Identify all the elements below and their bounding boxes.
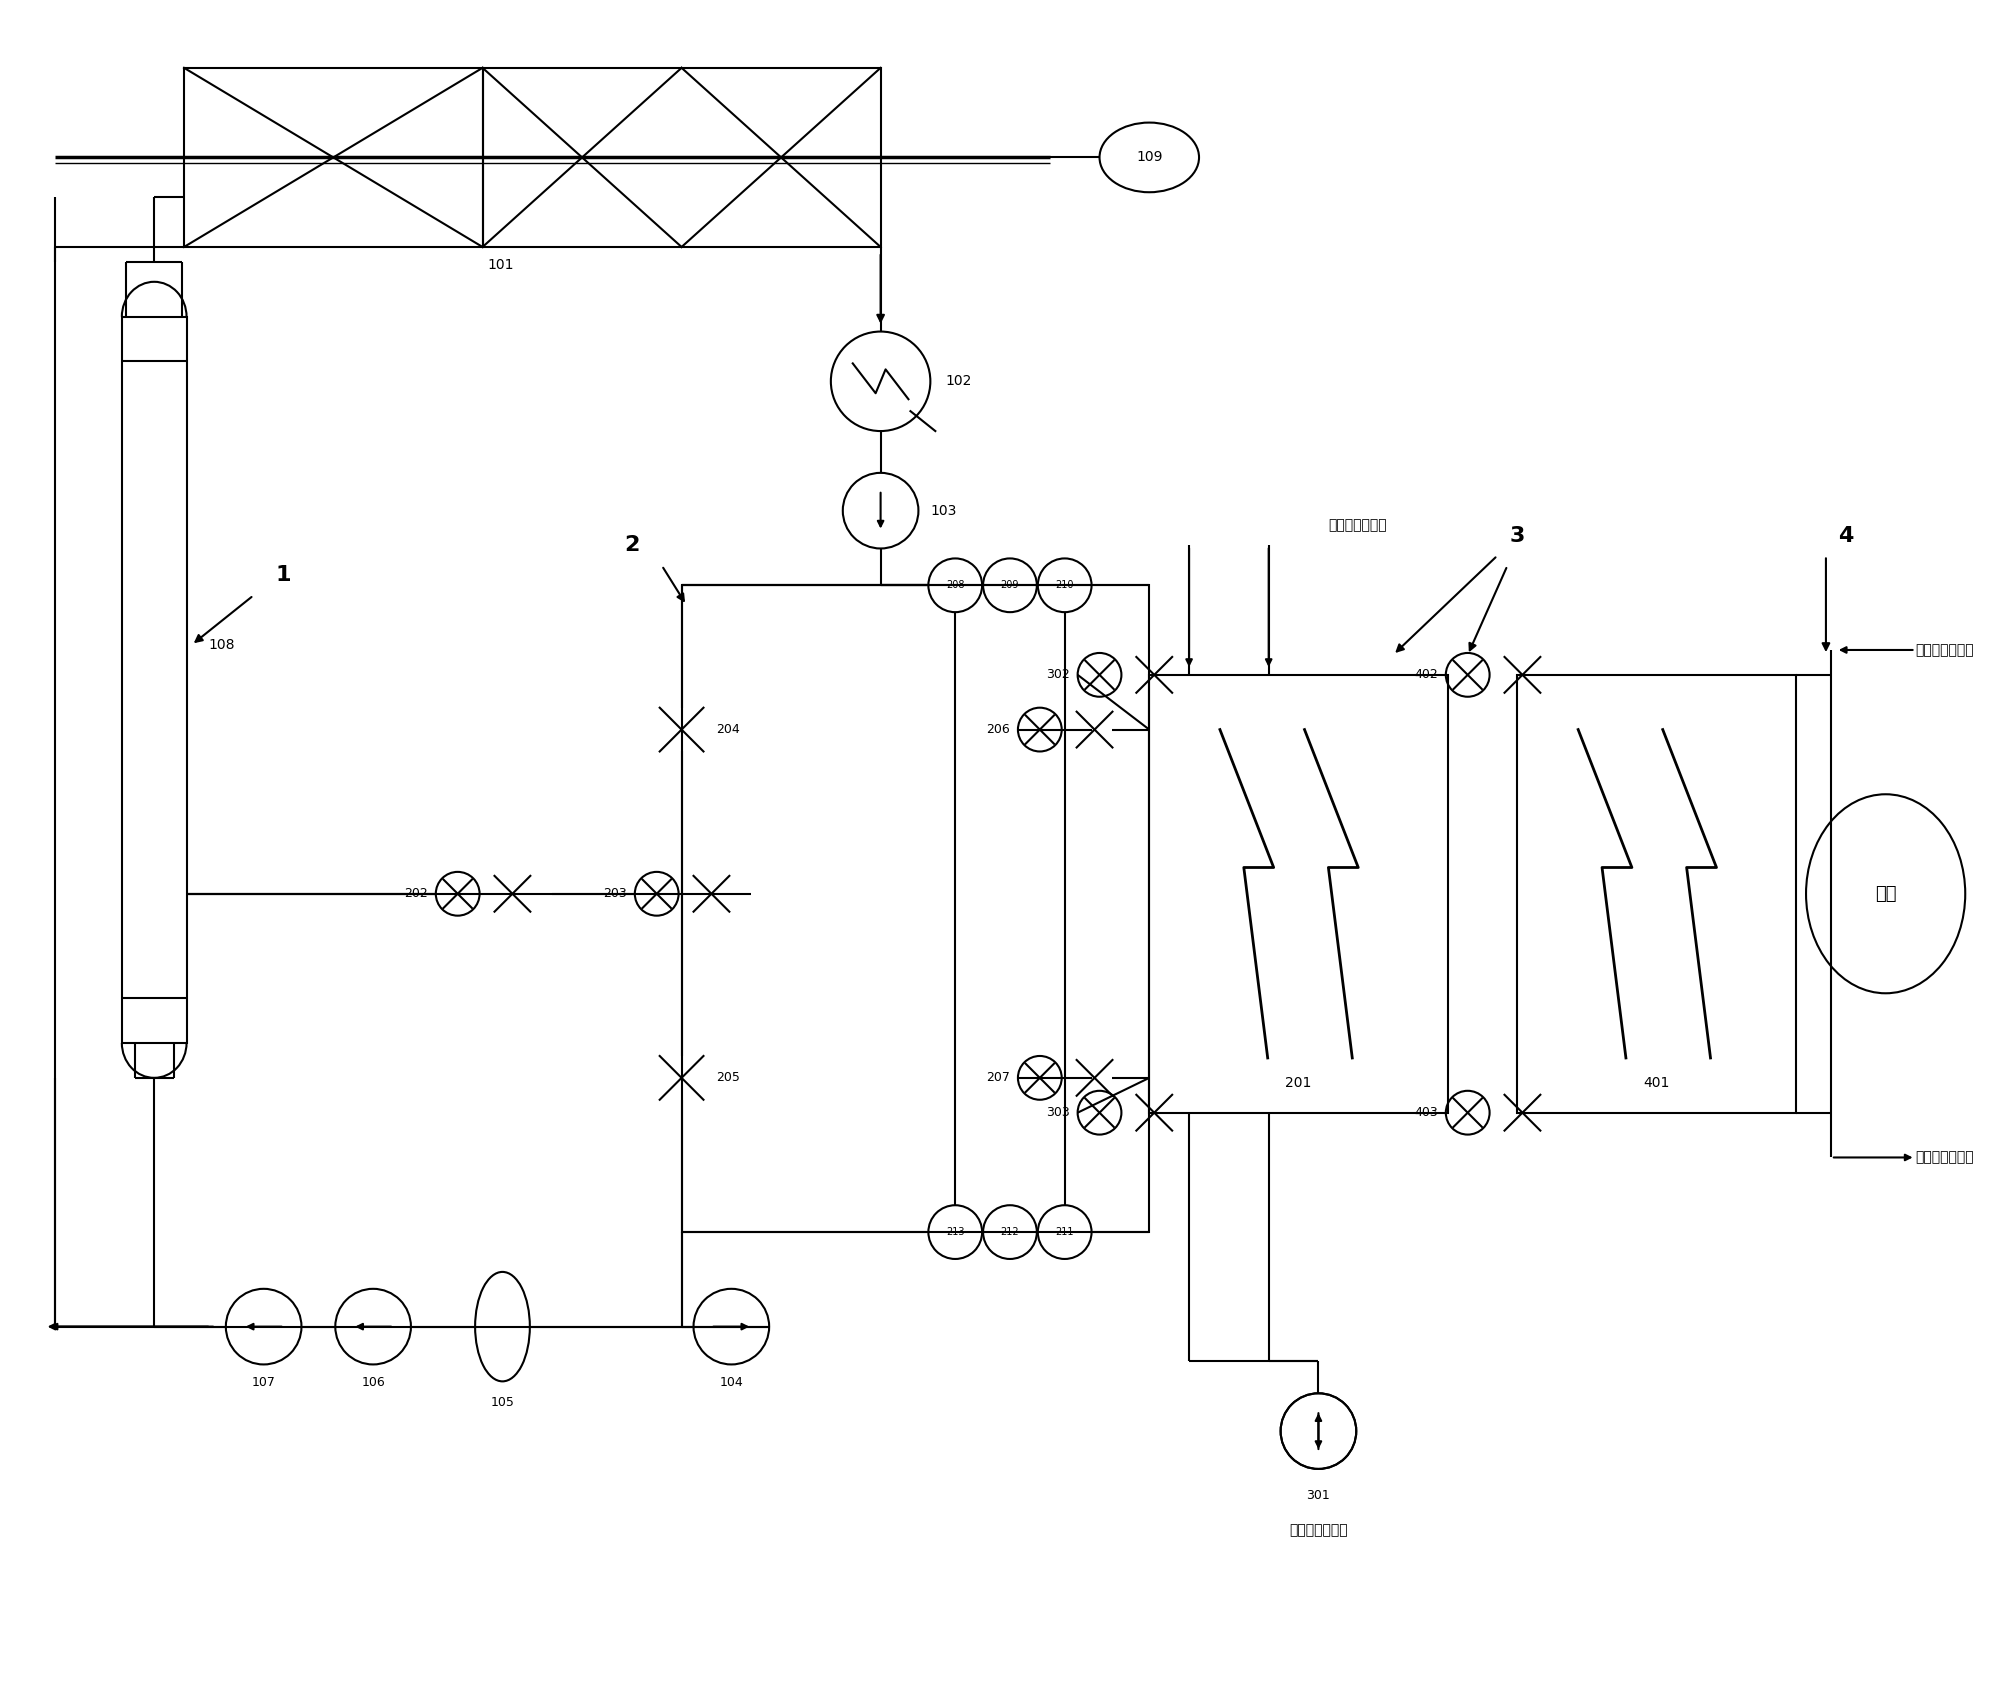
Text: 105: 105 (490, 1396, 514, 1409)
Text: 109: 109 (1136, 151, 1162, 164)
Text: 108: 108 (209, 639, 235, 652)
Text: 乏燃料水池回水: 乏燃料水池回水 (1329, 518, 1387, 532)
Text: 209: 209 (1001, 581, 1020, 590)
Text: 208: 208 (945, 581, 965, 590)
Text: 1: 1 (275, 566, 291, 586)
Text: 2: 2 (624, 535, 640, 556)
Text: 303: 303 (1046, 1106, 1070, 1120)
Text: 212: 212 (1001, 1226, 1020, 1237)
Text: 202: 202 (403, 888, 427, 900)
Text: 设备冷却水回水: 设备冷却水回水 (1915, 1150, 1975, 1164)
Text: 107: 107 (251, 1377, 275, 1389)
Text: 301: 301 (1307, 1489, 1331, 1503)
Text: 205: 205 (716, 1071, 741, 1084)
Text: 210: 210 (1056, 581, 1074, 590)
Text: 203: 203 (604, 888, 626, 900)
Text: 101: 101 (488, 257, 514, 271)
Text: 302: 302 (1046, 669, 1070, 681)
Text: 211: 211 (1056, 1226, 1074, 1237)
Text: 海水: 海水 (1875, 884, 1897, 903)
Text: 204: 204 (716, 723, 741, 737)
Text: 207: 207 (985, 1071, 1010, 1084)
Text: 213: 213 (945, 1226, 965, 1237)
Text: 102: 102 (945, 374, 971, 388)
Text: 103: 103 (931, 503, 957, 518)
Text: 206: 206 (985, 723, 1010, 737)
Text: 201: 201 (1284, 1076, 1313, 1089)
Text: 3: 3 (1509, 525, 1525, 545)
Text: 401: 401 (1644, 1076, 1670, 1089)
Text: 403: 403 (1415, 1106, 1437, 1120)
Text: 104: 104 (719, 1377, 743, 1389)
Text: 4: 4 (1838, 525, 1854, 545)
Text: 设备冷却水进水: 设备冷却水进水 (1915, 644, 1975, 657)
Text: 106: 106 (361, 1377, 385, 1389)
Text: 402: 402 (1415, 669, 1437, 681)
Text: 乏燃料水池进水: 乏燃料水池进水 (1288, 1523, 1349, 1538)
